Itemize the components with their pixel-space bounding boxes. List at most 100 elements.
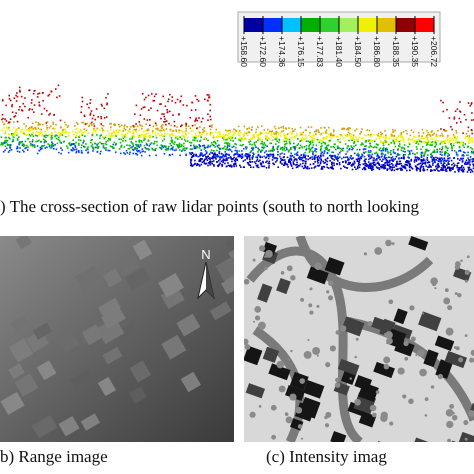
point	[228, 145, 231, 147]
point	[109, 138, 111, 140]
point	[326, 157, 329, 160]
point	[336, 163, 338, 165]
point	[163, 135, 166, 138]
point	[468, 141, 470, 144]
point	[28, 89, 30, 92]
point	[402, 155, 405, 157]
point	[122, 135, 125, 138]
point	[237, 155, 239, 158]
point	[471, 112, 473, 114]
point	[169, 154, 171, 157]
point	[348, 158, 350, 161]
point	[36, 135, 38, 137]
point	[108, 149, 111, 152]
point	[154, 134, 157, 137]
point	[178, 145, 180, 147]
point	[328, 126, 330, 129]
point	[345, 161, 347, 164]
point	[261, 165, 264, 168]
point	[251, 137, 254, 140]
point	[263, 155, 265, 158]
tree	[403, 340, 409, 347]
house	[102, 346, 123, 365]
point	[233, 165, 235, 168]
point	[80, 151, 83, 154]
house	[306, 266, 329, 285]
point	[269, 153, 271, 156]
point	[7, 151, 10, 153]
point	[398, 140, 401, 143]
point	[48, 134, 51, 136]
point	[234, 143, 236, 145]
point	[203, 127, 205, 129]
point	[148, 109, 150, 111]
point	[416, 139, 418, 141]
point	[334, 156, 337, 158]
point	[130, 140, 132, 143]
point	[374, 159, 376, 161]
point	[117, 131, 120, 133]
point	[96, 144, 98, 146]
point	[413, 135, 415, 138]
tree	[309, 310, 314, 315]
point	[40, 128, 43, 131]
point	[320, 155, 322, 158]
point	[147, 128, 149, 130]
point	[319, 156, 321, 159]
point	[395, 155, 398, 158]
point	[232, 158, 234, 160]
point	[460, 158, 463, 161]
point	[228, 137, 231, 139]
point	[4, 132, 6, 134]
point	[248, 131, 251, 134]
point	[167, 148, 169, 151]
point	[75, 151, 77, 154]
point	[434, 141, 436, 143]
point	[229, 164, 231, 167]
point	[114, 124, 116, 126]
point	[58, 151, 60, 154]
point	[388, 165, 391, 168]
point	[382, 146, 385, 149]
point	[368, 155, 370, 158]
point	[313, 138, 316, 140]
point	[384, 137, 386, 139]
point	[431, 158, 434, 161]
point	[161, 127, 163, 129]
point	[12, 136, 15, 138]
point	[433, 132, 435, 135]
point	[135, 123, 137, 125]
point	[291, 132, 293, 134]
point	[249, 140, 252, 142]
point	[471, 129, 473, 132]
point	[217, 159, 220, 162]
point	[255, 141, 258, 143]
point	[312, 150, 315, 153]
point	[430, 153, 432, 156]
point	[438, 165, 440, 168]
point	[13, 121, 15, 123]
point	[302, 131, 304, 134]
point	[0, 142, 3, 144]
point	[459, 141, 462, 143]
point	[223, 138, 225, 140]
point	[108, 133, 110, 135]
point	[15, 133, 17, 136]
point	[101, 105, 103, 107]
point	[102, 145, 105, 147]
point	[227, 164, 230, 167]
point	[458, 141, 460, 144]
house	[8, 338, 34, 363]
point	[224, 135, 226, 137]
point	[400, 139, 402, 142]
point	[272, 156, 275, 159]
point	[453, 157, 455, 159]
point	[244, 155, 247, 157]
point	[314, 154, 317, 157]
point	[164, 133, 166, 135]
point	[466, 171, 469, 173]
point	[462, 132, 464, 134]
point	[408, 169, 411, 172]
point	[165, 146, 167, 149]
point	[370, 150, 372, 152]
